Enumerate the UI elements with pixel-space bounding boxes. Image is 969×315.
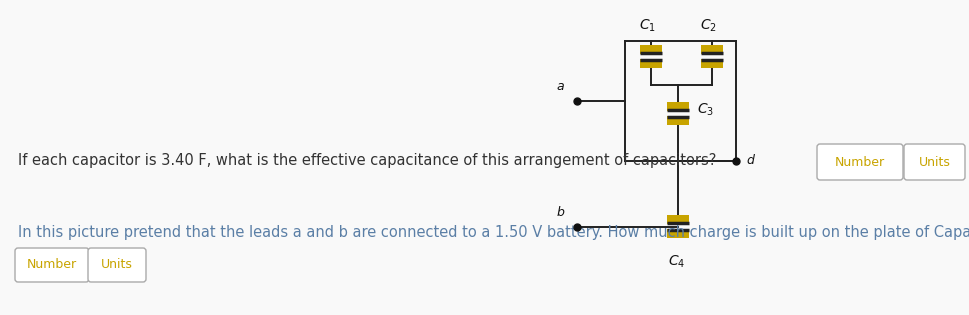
Text: $C_4$: $C_4$ xyxy=(668,253,685,270)
Text: Units: Units xyxy=(101,259,133,272)
Text: Number: Number xyxy=(835,156,885,169)
Bar xyxy=(702,45,723,54)
Text: $C_1$: $C_1$ xyxy=(639,18,656,34)
FancyBboxPatch shape xyxy=(817,144,903,180)
Text: b: b xyxy=(556,206,565,219)
Text: In this picture pretend that the leads a and b are connected to a 1.50 V battery: In this picture pretend that the leads a… xyxy=(18,226,969,240)
Text: a: a xyxy=(557,80,564,93)
Bar xyxy=(641,45,662,54)
Bar xyxy=(668,215,689,224)
Text: Number: Number xyxy=(27,259,78,272)
Text: $C_3$: $C_3$ xyxy=(698,101,714,117)
Text: $C_2$: $C_2$ xyxy=(700,18,717,34)
FancyBboxPatch shape xyxy=(15,248,89,282)
Bar xyxy=(668,229,689,238)
Text: Units: Units xyxy=(919,156,951,169)
Bar xyxy=(668,116,689,125)
Text: d: d xyxy=(746,154,754,167)
Bar xyxy=(641,59,662,68)
FancyBboxPatch shape xyxy=(904,144,965,180)
Text: If each capacitor is 3.40 F, what is the effective capacitance of this arrangeme: If each capacitor is 3.40 F, what is the… xyxy=(18,152,716,168)
FancyBboxPatch shape xyxy=(88,248,146,282)
Bar xyxy=(668,102,689,111)
Bar xyxy=(702,59,723,68)
